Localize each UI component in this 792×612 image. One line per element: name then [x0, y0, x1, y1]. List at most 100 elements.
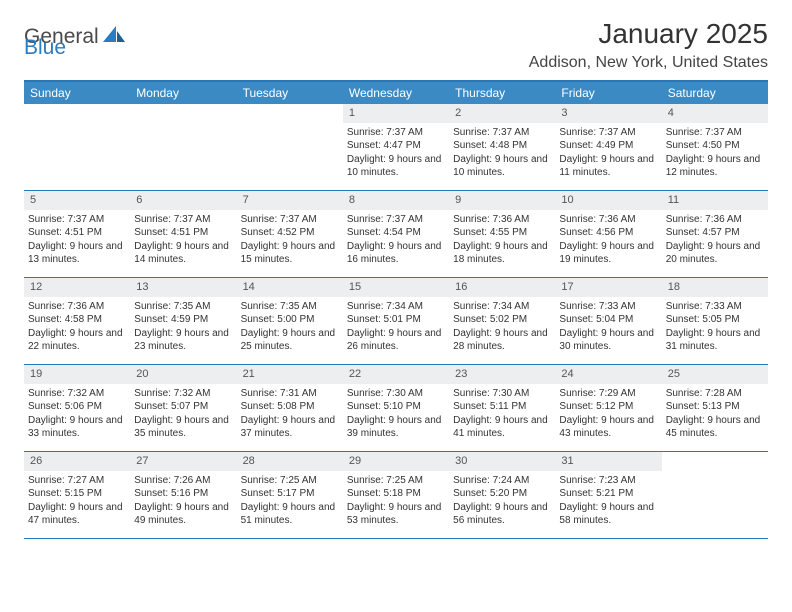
day-number: 23	[449, 365, 555, 384]
sunrise-text: Sunrise: 7:37 AM	[134, 213, 230, 227]
daylight-text: Daylight: 9 hours and 11 minutes.	[559, 153, 655, 180]
calendar-day	[24, 104, 130, 190]
daylight-text: Daylight: 9 hours and 47 minutes.	[28, 501, 124, 528]
calendar-day: 7Sunrise: 7:37 AMSunset: 4:52 PMDaylight…	[237, 191, 343, 277]
title-block: January 2025 Addison, New York, United S…	[529, 18, 768, 72]
sunrise-text: Sunrise: 7:37 AM	[347, 126, 443, 140]
sunrise-text: Sunrise: 7:27 AM	[28, 474, 124, 488]
day-details: Sunrise: 7:37 AMSunset: 4:51 PMDaylight:…	[24, 210, 130, 271]
day-details: Sunrise: 7:23 AMSunset: 5:21 PMDaylight:…	[555, 471, 661, 532]
sunset-text: Sunset: 5:07 PM	[134, 400, 230, 414]
sunrise-text: Sunrise: 7:30 AM	[347, 387, 443, 401]
calendar-week: 5Sunrise: 7:37 AMSunset: 4:51 PMDaylight…	[24, 191, 768, 278]
day-details: Sunrise: 7:30 AMSunset: 5:11 PMDaylight:…	[449, 384, 555, 445]
calendar-day: 19Sunrise: 7:32 AMSunset: 5:06 PMDayligh…	[24, 365, 130, 451]
calendar-week: 26Sunrise: 7:27 AMSunset: 5:15 PMDayligh…	[24, 452, 768, 539]
weekday-header: Tuesday	[237, 82, 343, 104]
sunset-text: Sunset: 5:11 PM	[453, 400, 549, 414]
daylight-text: Daylight: 9 hours and 51 minutes.	[241, 501, 337, 528]
day-details: Sunrise: 7:37 AMSunset: 4:52 PMDaylight:…	[237, 210, 343, 271]
sunset-text: Sunset: 4:57 PM	[666, 226, 762, 240]
day-number: 18	[662, 278, 768, 297]
calendar-day: 3Sunrise: 7:37 AMSunset: 4:49 PMDaylight…	[555, 104, 661, 190]
calendar-day: 12Sunrise: 7:36 AMSunset: 4:58 PMDayligh…	[24, 278, 130, 364]
sunset-text: Sunset: 4:50 PM	[666, 139, 762, 153]
calendar-day: 9Sunrise: 7:36 AMSunset: 4:55 PMDaylight…	[449, 191, 555, 277]
sunrise-text: Sunrise: 7:32 AM	[134, 387, 230, 401]
daylight-text: Daylight: 9 hours and 15 minutes.	[241, 240, 337, 267]
sunrise-text: Sunrise: 7:23 AM	[559, 474, 655, 488]
calendar-week: 19Sunrise: 7:32 AMSunset: 5:06 PMDayligh…	[24, 365, 768, 452]
sunset-text: Sunset: 4:56 PM	[559, 226, 655, 240]
sunrise-text: Sunrise: 7:36 AM	[559, 213, 655, 227]
calendar-day: 1Sunrise: 7:37 AMSunset: 4:47 PMDaylight…	[343, 104, 449, 190]
sunrise-text: Sunrise: 7:25 AM	[347, 474, 443, 488]
sail-icon	[103, 26, 125, 49]
calendar-day: 16Sunrise: 7:34 AMSunset: 5:02 PMDayligh…	[449, 278, 555, 364]
sunset-text: Sunset: 5:18 PM	[347, 487, 443, 501]
daylight-text: Daylight: 9 hours and 28 minutes.	[453, 327, 549, 354]
calendar-day: 28Sunrise: 7:25 AMSunset: 5:17 PMDayligh…	[237, 452, 343, 538]
sunset-text: Sunset: 5:16 PM	[134, 487, 230, 501]
calendar-day: 14Sunrise: 7:35 AMSunset: 5:00 PMDayligh…	[237, 278, 343, 364]
calendar-day: 22Sunrise: 7:30 AMSunset: 5:10 PMDayligh…	[343, 365, 449, 451]
daylight-text: Daylight: 9 hours and 30 minutes.	[559, 327, 655, 354]
sunrise-text: Sunrise: 7:24 AM	[453, 474, 549, 488]
sunrise-text: Sunrise: 7:36 AM	[453, 213, 549, 227]
daylight-text: Daylight: 9 hours and 26 minutes.	[347, 327, 443, 354]
daylight-text: Daylight: 9 hours and 35 minutes.	[134, 414, 230, 441]
sunrise-text: Sunrise: 7:37 AM	[666, 126, 762, 140]
calendar-day: 31Sunrise: 7:23 AMSunset: 5:21 PMDayligh…	[555, 452, 661, 538]
daylight-text: Daylight: 9 hours and 10 minutes.	[453, 153, 549, 180]
day-number: 3	[555, 104, 661, 123]
calendar-day: 10Sunrise: 7:36 AMSunset: 4:56 PMDayligh…	[555, 191, 661, 277]
sunrise-text: Sunrise: 7:37 AM	[241, 213, 337, 227]
daylight-text: Daylight: 9 hours and 49 minutes.	[134, 501, 230, 528]
daylight-text: Daylight: 9 hours and 20 minutes.	[666, 240, 762, 267]
day-number: 12	[24, 278, 130, 297]
day-details: Sunrise: 7:32 AMSunset: 5:07 PMDaylight:…	[130, 384, 236, 445]
daylight-text: Daylight: 9 hours and 33 minutes.	[28, 414, 124, 441]
sunrise-text: Sunrise: 7:36 AM	[666, 213, 762, 227]
weekday-header: Sunday	[24, 82, 130, 104]
daylight-text: Daylight: 9 hours and 39 minutes.	[347, 414, 443, 441]
sunset-text: Sunset: 5:17 PM	[241, 487, 337, 501]
day-number: 28	[237, 452, 343, 471]
sunrise-text: Sunrise: 7:29 AM	[559, 387, 655, 401]
daylight-text: Daylight: 9 hours and 58 minutes.	[559, 501, 655, 528]
day-details: Sunrise: 7:37 AMSunset: 4:49 PMDaylight:…	[555, 123, 661, 184]
day-details: Sunrise: 7:36 AMSunset: 4:57 PMDaylight:…	[662, 210, 768, 271]
calendar-day: 11Sunrise: 7:36 AMSunset: 4:57 PMDayligh…	[662, 191, 768, 277]
sunrise-text: Sunrise: 7:33 AM	[559, 300, 655, 314]
day-details: Sunrise: 7:25 AMSunset: 5:17 PMDaylight:…	[237, 471, 343, 532]
sunset-text: Sunset: 5:13 PM	[666, 400, 762, 414]
weekday-header-row: SundayMondayTuesdayWednesdayThursdayFrid…	[24, 82, 768, 104]
day-details: Sunrise: 7:32 AMSunset: 5:06 PMDaylight:…	[24, 384, 130, 445]
day-details: Sunrise: 7:37 AMSunset: 4:50 PMDaylight:…	[662, 123, 768, 184]
day-details: Sunrise: 7:31 AMSunset: 5:08 PMDaylight:…	[237, 384, 343, 445]
sunrise-text: Sunrise: 7:37 AM	[347, 213, 443, 227]
calendar-day: 26Sunrise: 7:27 AMSunset: 5:15 PMDayligh…	[24, 452, 130, 538]
location-text: Addison, New York, United States	[529, 54, 768, 72]
day-details: Sunrise: 7:37 AMSunset: 4:51 PMDaylight:…	[130, 210, 236, 271]
day-details: Sunrise: 7:33 AMSunset: 5:05 PMDaylight:…	[662, 297, 768, 358]
sunrise-text: Sunrise: 7:26 AM	[134, 474, 230, 488]
calendar-grid: SundayMondayTuesdayWednesdayThursdayFrid…	[24, 80, 768, 539]
day-details: Sunrise: 7:37 AMSunset: 4:54 PMDaylight:…	[343, 210, 449, 271]
sunset-text: Sunset: 5:06 PM	[28, 400, 124, 414]
calendar-day: 24Sunrise: 7:29 AMSunset: 5:12 PMDayligh…	[555, 365, 661, 451]
daylight-text: Daylight: 9 hours and 16 minutes.	[347, 240, 443, 267]
calendar-day: 13Sunrise: 7:35 AMSunset: 4:59 PMDayligh…	[130, 278, 236, 364]
day-details: Sunrise: 7:36 AMSunset: 4:55 PMDaylight:…	[449, 210, 555, 271]
sunset-text: Sunset: 5:12 PM	[559, 400, 655, 414]
daylight-text: Daylight: 9 hours and 19 minutes.	[559, 240, 655, 267]
weekday-header: Saturday	[662, 82, 768, 104]
day-number: 26	[24, 452, 130, 471]
sunset-text: Sunset: 5:20 PM	[453, 487, 549, 501]
day-details: Sunrise: 7:37 AMSunset: 4:47 PMDaylight:…	[343, 123, 449, 184]
calendar-week: 12Sunrise: 7:36 AMSunset: 4:58 PMDayligh…	[24, 278, 768, 365]
daylight-text: Daylight: 9 hours and 45 minutes.	[666, 414, 762, 441]
day-number: 20	[130, 365, 236, 384]
calendar-week: 1Sunrise: 7:37 AMSunset: 4:47 PMDaylight…	[24, 104, 768, 191]
weekday-header: Thursday	[449, 82, 555, 104]
